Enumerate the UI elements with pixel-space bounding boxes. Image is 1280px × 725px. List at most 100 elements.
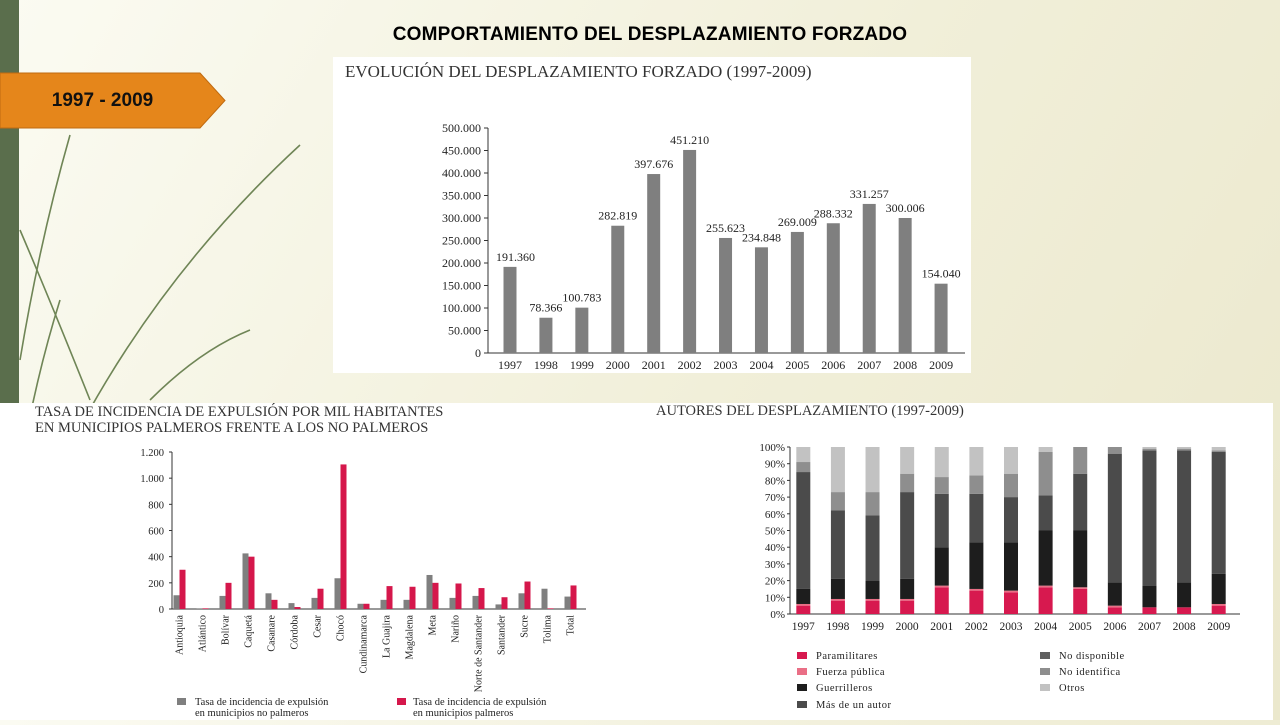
stack-segment xyxy=(865,492,880,516)
data-label: 191.360 xyxy=(496,250,535,264)
stack-segment xyxy=(1073,588,1088,614)
data-label: 269.009 xyxy=(778,215,817,229)
stack-segment xyxy=(1038,530,1053,586)
y-tick-label: 0 xyxy=(475,346,481,360)
stack-segment xyxy=(865,515,880,581)
bar-no-palmeros xyxy=(173,595,180,609)
stack-segment xyxy=(796,603,811,606)
x-tick-label: 2008 xyxy=(893,358,917,372)
stack-segment xyxy=(1004,447,1018,474)
bar-no-palmeros xyxy=(357,603,364,609)
bar-no-palmeros xyxy=(564,596,571,609)
stack-segment xyxy=(1142,607,1157,614)
x-tick-label: 1998 xyxy=(826,621,849,633)
data-label: 288.332 xyxy=(814,206,853,220)
y-tick-label: 250.000 xyxy=(442,234,481,248)
chart-title-line1: TASA DE INCIDENCIA DE EXPULSIÓN POR MIL … xyxy=(35,403,443,420)
stack-segment xyxy=(1038,585,1053,588)
bar xyxy=(934,283,948,353)
stack-segment xyxy=(969,447,984,476)
bar-palmeros xyxy=(294,607,301,609)
bar-palmeros xyxy=(432,582,439,609)
slide-title: COMPORTAMIENTO DEL DESPLAZAMIENTO FORZAD… xyxy=(392,24,908,45)
stack-segment xyxy=(1142,448,1157,451)
chart-title-line2: EN MUNICIPIOS PALMEROS FRENTE A LOS NO P… xyxy=(35,420,428,436)
stack-segment xyxy=(900,492,915,579)
y-tick-label: 30% xyxy=(765,559,785,571)
stack-segment xyxy=(1142,450,1157,586)
legend-swatch xyxy=(797,684,807,691)
bar xyxy=(898,217,912,353)
legend-swatch-palmeros xyxy=(397,698,406,705)
stack-segment xyxy=(830,578,845,599)
stack-segment xyxy=(830,600,845,614)
bar-palmeros xyxy=(478,588,485,609)
x-tick-label: 2006 xyxy=(821,358,845,372)
chart-title: EVOLUCIÓN DEL DESPLAZAMIENTO FORZADO (19… xyxy=(345,62,812,81)
chart-evolucion-svg: EVOLUCIÓN DEL DESPLAZAMIENTO FORZADO (19… xyxy=(345,62,965,372)
chart-title: AUTORES DEL DESPLAZAMIENTO (1997-2009) xyxy=(656,403,964,419)
x-tick-label: 2001 xyxy=(930,621,953,633)
bar xyxy=(503,266,517,353)
stack-segment xyxy=(1004,590,1018,593)
x-tick-label: Bolívar xyxy=(221,614,232,645)
chart-autores-svg: AUTORES DEL DESPLAZAMIENTO (1997-2009) 0%… xyxy=(656,403,1240,711)
stack-segment xyxy=(796,462,811,473)
stack-segment xyxy=(796,472,811,589)
x-tick-label: 2002 xyxy=(965,621,988,633)
bar-palmeros xyxy=(317,588,324,609)
stack-segment xyxy=(900,598,915,601)
stack-segment xyxy=(934,585,949,588)
stack-segment xyxy=(1004,473,1018,498)
bar-palmeros xyxy=(225,582,232,609)
x-tick-label: Antioquia xyxy=(175,614,186,655)
legend-swatch xyxy=(797,668,807,675)
bar-palmeros xyxy=(386,586,393,609)
data-label: 78.366 xyxy=(529,301,562,315)
y-tick-label: 200.000 xyxy=(442,256,481,270)
y-tick-label: 400.000 xyxy=(442,166,481,180)
x-tick-label: Cesar xyxy=(313,614,324,637)
stack-segment xyxy=(934,477,949,494)
data-label: 255.623 xyxy=(706,221,745,235)
legend-swatch-no-palmeros xyxy=(177,698,186,705)
x-tick-label: 2005 xyxy=(785,358,809,372)
y-tick-label: 80% xyxy=(765,475,785,487)
tag-arrow-shape xyxy=(0,72,226,129)
legend-swatch xyxy=(1040,668,1050,675)
y-tick-label: 200 xyxy=(148,579,164,590)
stack-segment xyxy=(1211,452,1226,574)
y-tick-label: 450.000 xyxy=(442,144,481,158)
y-tick-label: 0% xyxy=(770,609,785,621)
x-tick-label: 2003 xyxy=(1000,621,1023,633)
stack-segment xyxy=(1004,497,1018,543)
stack-segment xyxy=(900,578,915,599)
bar xyxy=(647,174,661,353)
bar xyxy=(862,203,876,353)
legend-swatch xyxy=(797,652,807,659)
stack-segment xyxy=(1177,447,1192,449)
y-tick-label: 800 xyxy=(148,500,164,511)
bar-no-palmeros xyxy=(449,597,456,609)
y-tick-label: 100% xyxy=(759,442,785,454)
data-label: 100.783 xyxy=(562,291,601,305)
stack-segment xyxy=(1177,450,1192,583)
data-label: 300.006 xyxy=(886,201,925,215)
stack-segment xyxy=(1142,447,1157,449)
x-tick-label: 1997 xyxy=(792,621,815,633)
stack-segment xyxy=(969,493,984,543)
y-tick-label: 70% xyxy=(765,492,785,504)
y-tick-label: 50% xyxy=(765,526,785,538)
stack-segment xyxy=(934,447,949,478)
bar-no-palmeros xyxy=(265,593,272,609)
y-tick-label: 150.000 xyxy=(442,279,481,293)
bar-palmeros xyxy=(501,597,508,609)
legend-swatch xyxy=(1040,652,1050,659)
legend-label: Paramilitares xyxy=(816,651,878,662)
y-tick-label: 1.200 xyxy=(140,448,164,459)
stack-segment xyxy=(1038,587,1053,614)
bar-palmeros xyxy=(340,464,347,609)
stack-segment xyxy=(969,588,984,591)
x-tick-label: Cundinamarca xyxy=(359,614,370,673)
bar-no-palmeros xyxy=(541,588,548,609)
